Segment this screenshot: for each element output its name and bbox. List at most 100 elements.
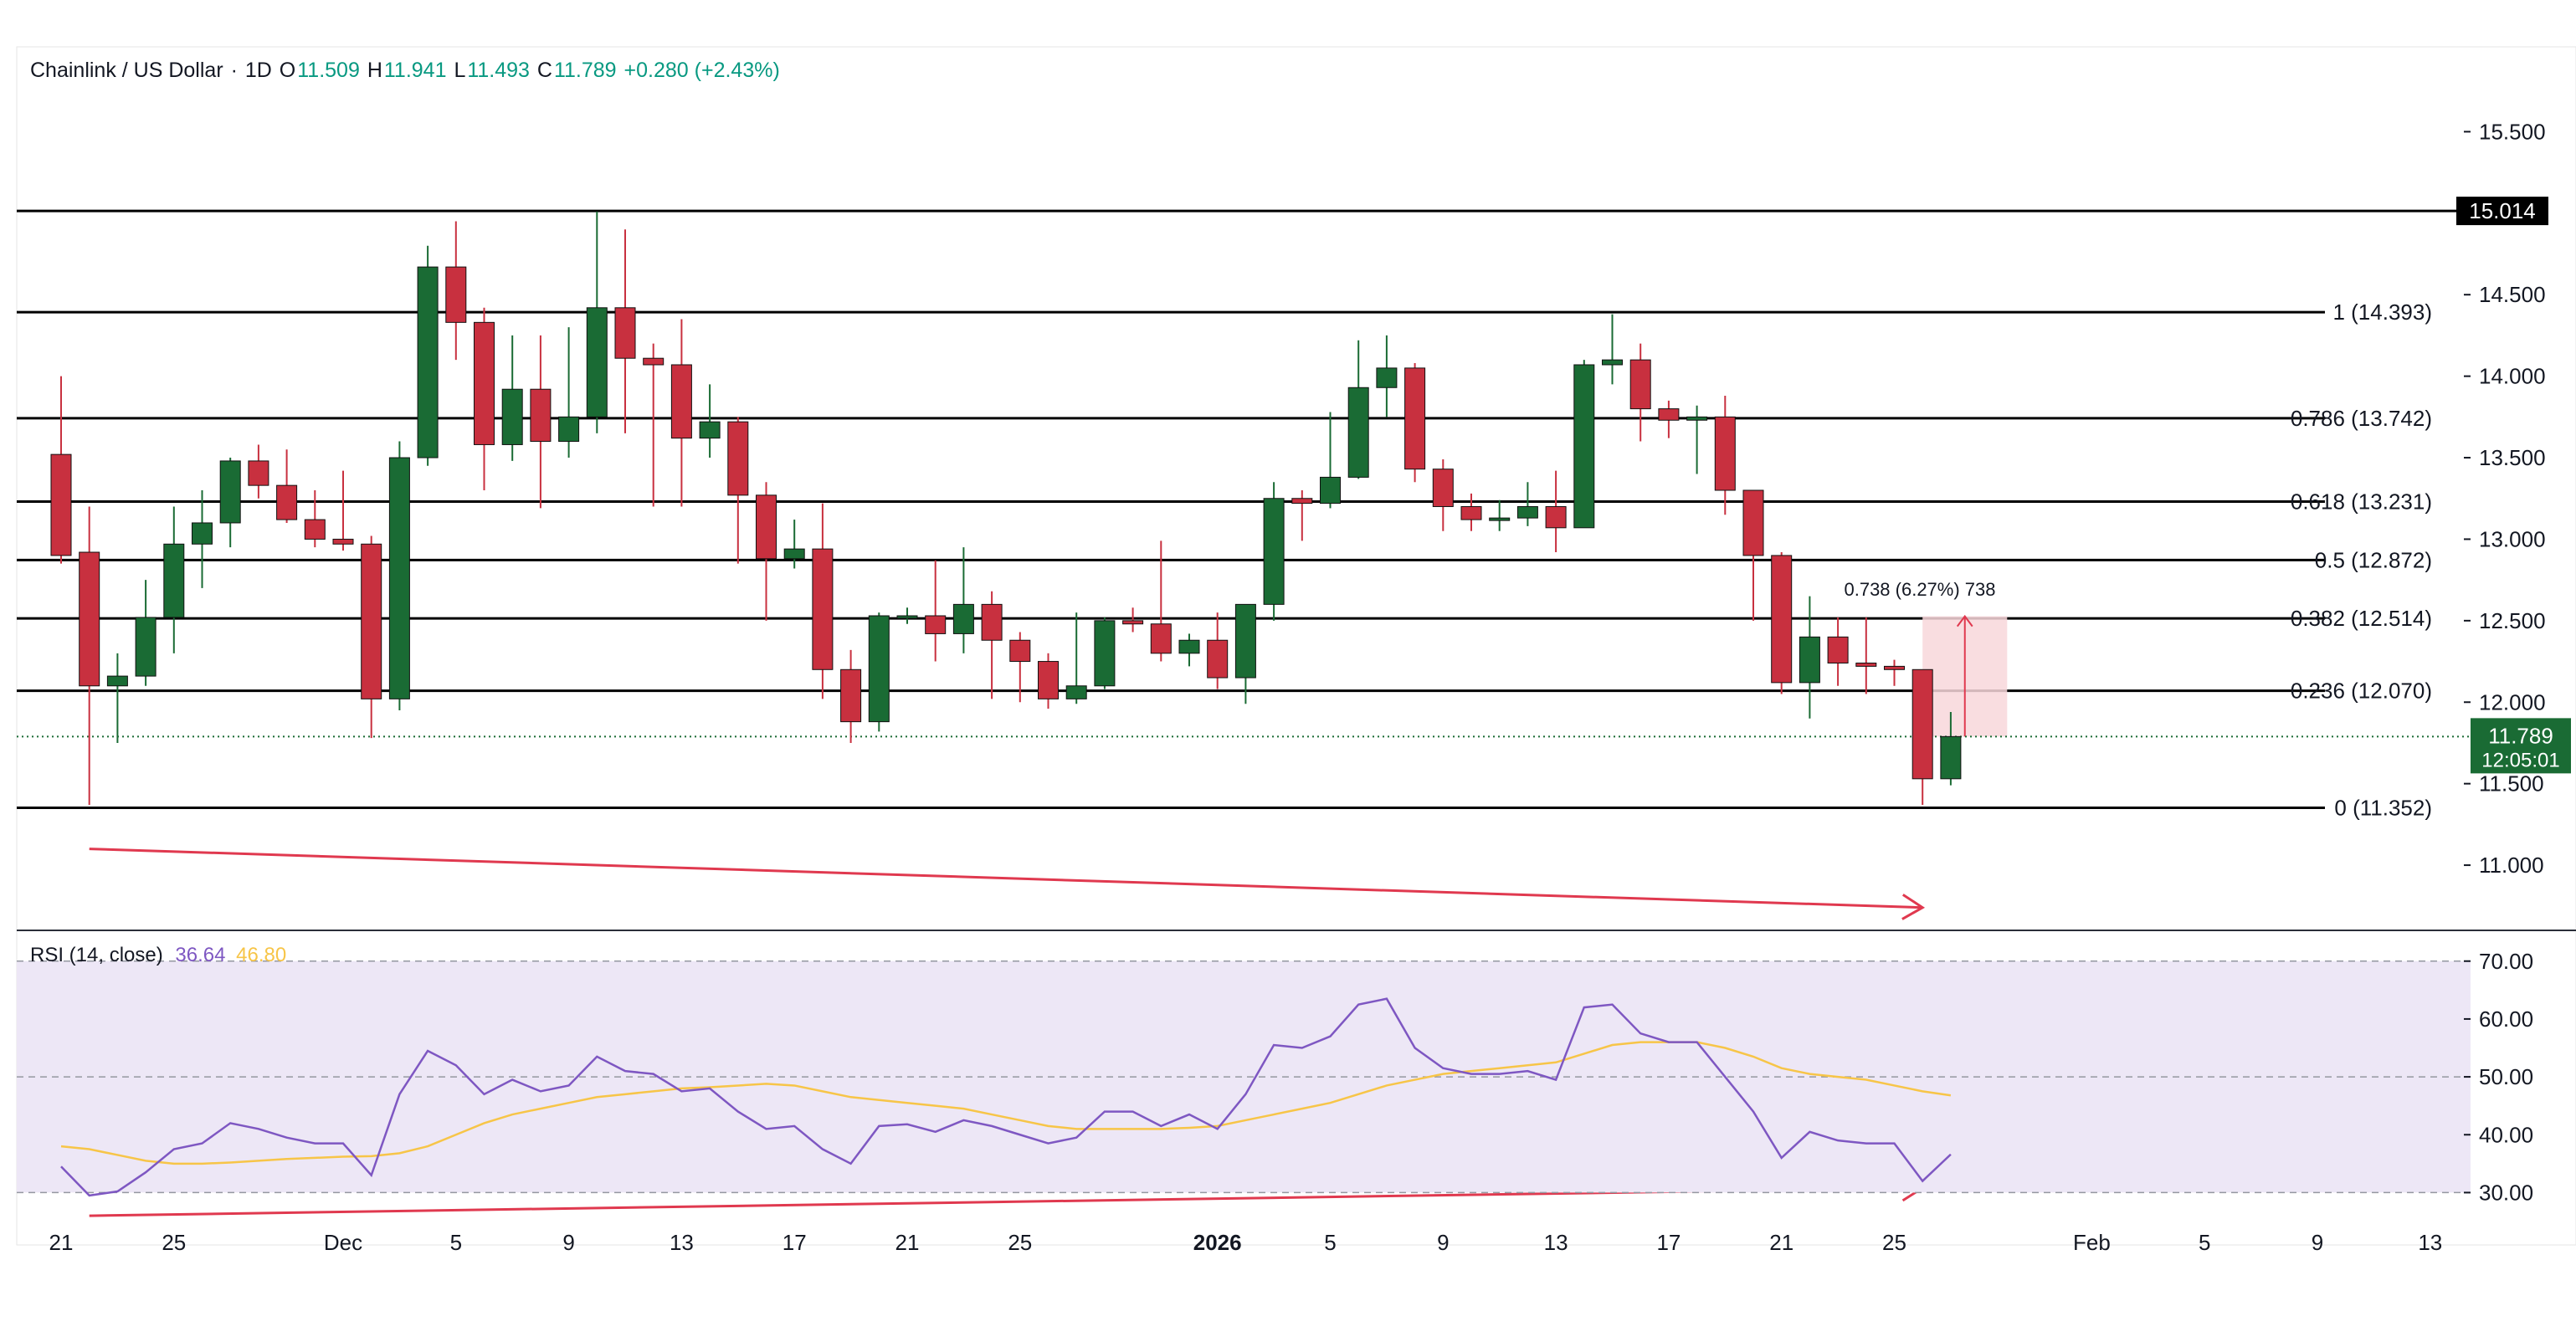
time-tick-label: 25 [1008,1230,1032,1255]
candle-body [868,615,890,723]
candle-body [558,416,580,443]
candle-body [586,307,608,417]
candle-body [840,668,862,723]
price-tick-label: 13.000 [2479,526,2546,551]
open-label: O [279,59,296,82]
rsi-pane: 30.00 40.00 50.00 60.00 70.00 [17,949,2533,1205]
candle-body [1038,661,1059,699]
candle-body [304,519,326,540]
candle-body [1516,505,1538,519]
rsi-line [60,997,1952,1197]
candle-body [1911,668,1933,780]
time-tick-label: 25 [1882,1230,1906,1255]
measure-label: 0.738 (6.27%) 738 [1844,579,1995,600]
chart-frame [16,46,2576,1246]
time-tick-label: 21 [895,1230,920,1255]
rsi-tick-label: 60.00 [2479,1006,2533,1032]
candle-body [417,266,439,458]
candle-body [1320,476,1341,505]
candle-body [1573,364,1595,529]
candle-body [1742,489,1764,556]
candle-body [1094,620,1116,687]
price-tick-label: 12.000 [2479,689,2546,715]
rsi-tick-label: 30.00 [2479,1180,2533,1205]
candle-body [1489,517,1511,521]
chart-border [16,46,2576,1246]
price-tick-label: 13.500 [2479,445,2546,470]
candle-body [1122,620,1144,625]
fib-level-label: 1 (14.393) [2332,300,2432,325]
time-tick-label: 5 [1324,1230,1336,1255]
candle-body [1150,623,1172,654]
candle-body [1347,387,1369,478]
candle-body [1686,416,1708,421]
low-value: 11.493 [467,59,530,82]
time-tick-label: 25 [162,1230,186,1255]
candle-body [1263,498,1285,605]
price-tick-label: 14.500 [2479,282,2546,307]
candle-body [699,421,721,439]
time-tick-label: 9 [562,1230,574,1255]
candlestick-series [50,211,1962,805]
candle-body [1432,469,1454,507]
time-tick-label: Dec [324,1230,362,1255]
candle-body [1714,416,1736,491]
last-price-badge [2471,718,2571,774]
fib-level-label: 0.618 (13.231) [2291,489,2432,514]
candle-body [1602,359,1623,366]
candle-body [756,494,777,560]
time-tick-label: 13 [670,1230,694,1255]
rsi-ma-value: 46.80 [236,944,287,966]
candle-body [925,615,947,634]
price-tick-label: 14.000 [2479,364,2546,389]
fib-level-label: 0.5 (12.872) [2315,547,2432,572]
time-tick-label: 9 [2312,1230,2323,1255]
candle-body [1376,367,1398,388]
symbol-name: Chainlink / US Dollar [30,59,223,82]
fib-level-label: 0 (11.352) [2334,795,2432,820]
candle-body [50,453,72,556]
time-tick-label: 17 [1656,1230,1681,1255]
candle-body [1178,639,1200,654]
candle-body [219,460,241,524]
rsi-ma-line [60,1041,1952,1165]
candle-body [1629,359,1651,410]
candle-body [1658,408,1680,421]
high-value: 11.941 [383,59,447,82]
time-tick-label: 5 [2199,1230,2210,1255]
rsi-header[interactable]: RSI (14, close) 36.64 46.80 [30,944,286,967]
measure-arrow-head [1956,614,1973,627]
rsi-tick-label: 70.00 [2479,949,2533,974]
symbol-header[interactable]: Chainlink / US Dollar · 1D O11.509 H11.9… [30,59,782,83]
candle-body [670,364,692,439]
price-trend-arrow-head [1901,894,1926,920]
rsi-tick-label: 40.00 [2479,1122,2533,1147]
candle-body [1291,498,1313,505]
candle-body [1460,505,1482,520]
time-tick-label: 2026 [1193,1230,1242,1255]
high-label: H [367,59,382,82]
rsi-title: RSI (14, close) [30,944,163,966]
candle-body [248,460,269,486]
candle-body [530,388,552,443]
horizontal-level-label: 15.014 [2469,198,2536,223]
rsi-value: 36.64 [175,944,226,966]
time-tick-label: 5 [450,1230,462,1255]
interval-label[interactable]: 1D [244,59,272,82]
candle-body [1771,555,1793,684]
candle-body [79,551,100,687]
candle-body [952,603,974,634]
candle-body [1884,665,1905,670]
candle-body [474,321,495,445]
rsi-tick-label: 50.00 [2479,1064,2533,1089]
candle-body [1799,636,1820,684]
price-axis: 11.000 11.500 12.000 12.500 13.000 13.500 14.0… [17,119,2548,878]
horizontal-level-badge [2456,197,2548,226]
low-label: L [454,59,466,82]
time-tick-label: 17 [783,1230,807,1255]
candle-body [1009,639,1031,663]
header-separator: · [230,59,238,82]
time-tick-label: 21 [1769,1230,1793,1255]
candle-body [192,522,213,545]
